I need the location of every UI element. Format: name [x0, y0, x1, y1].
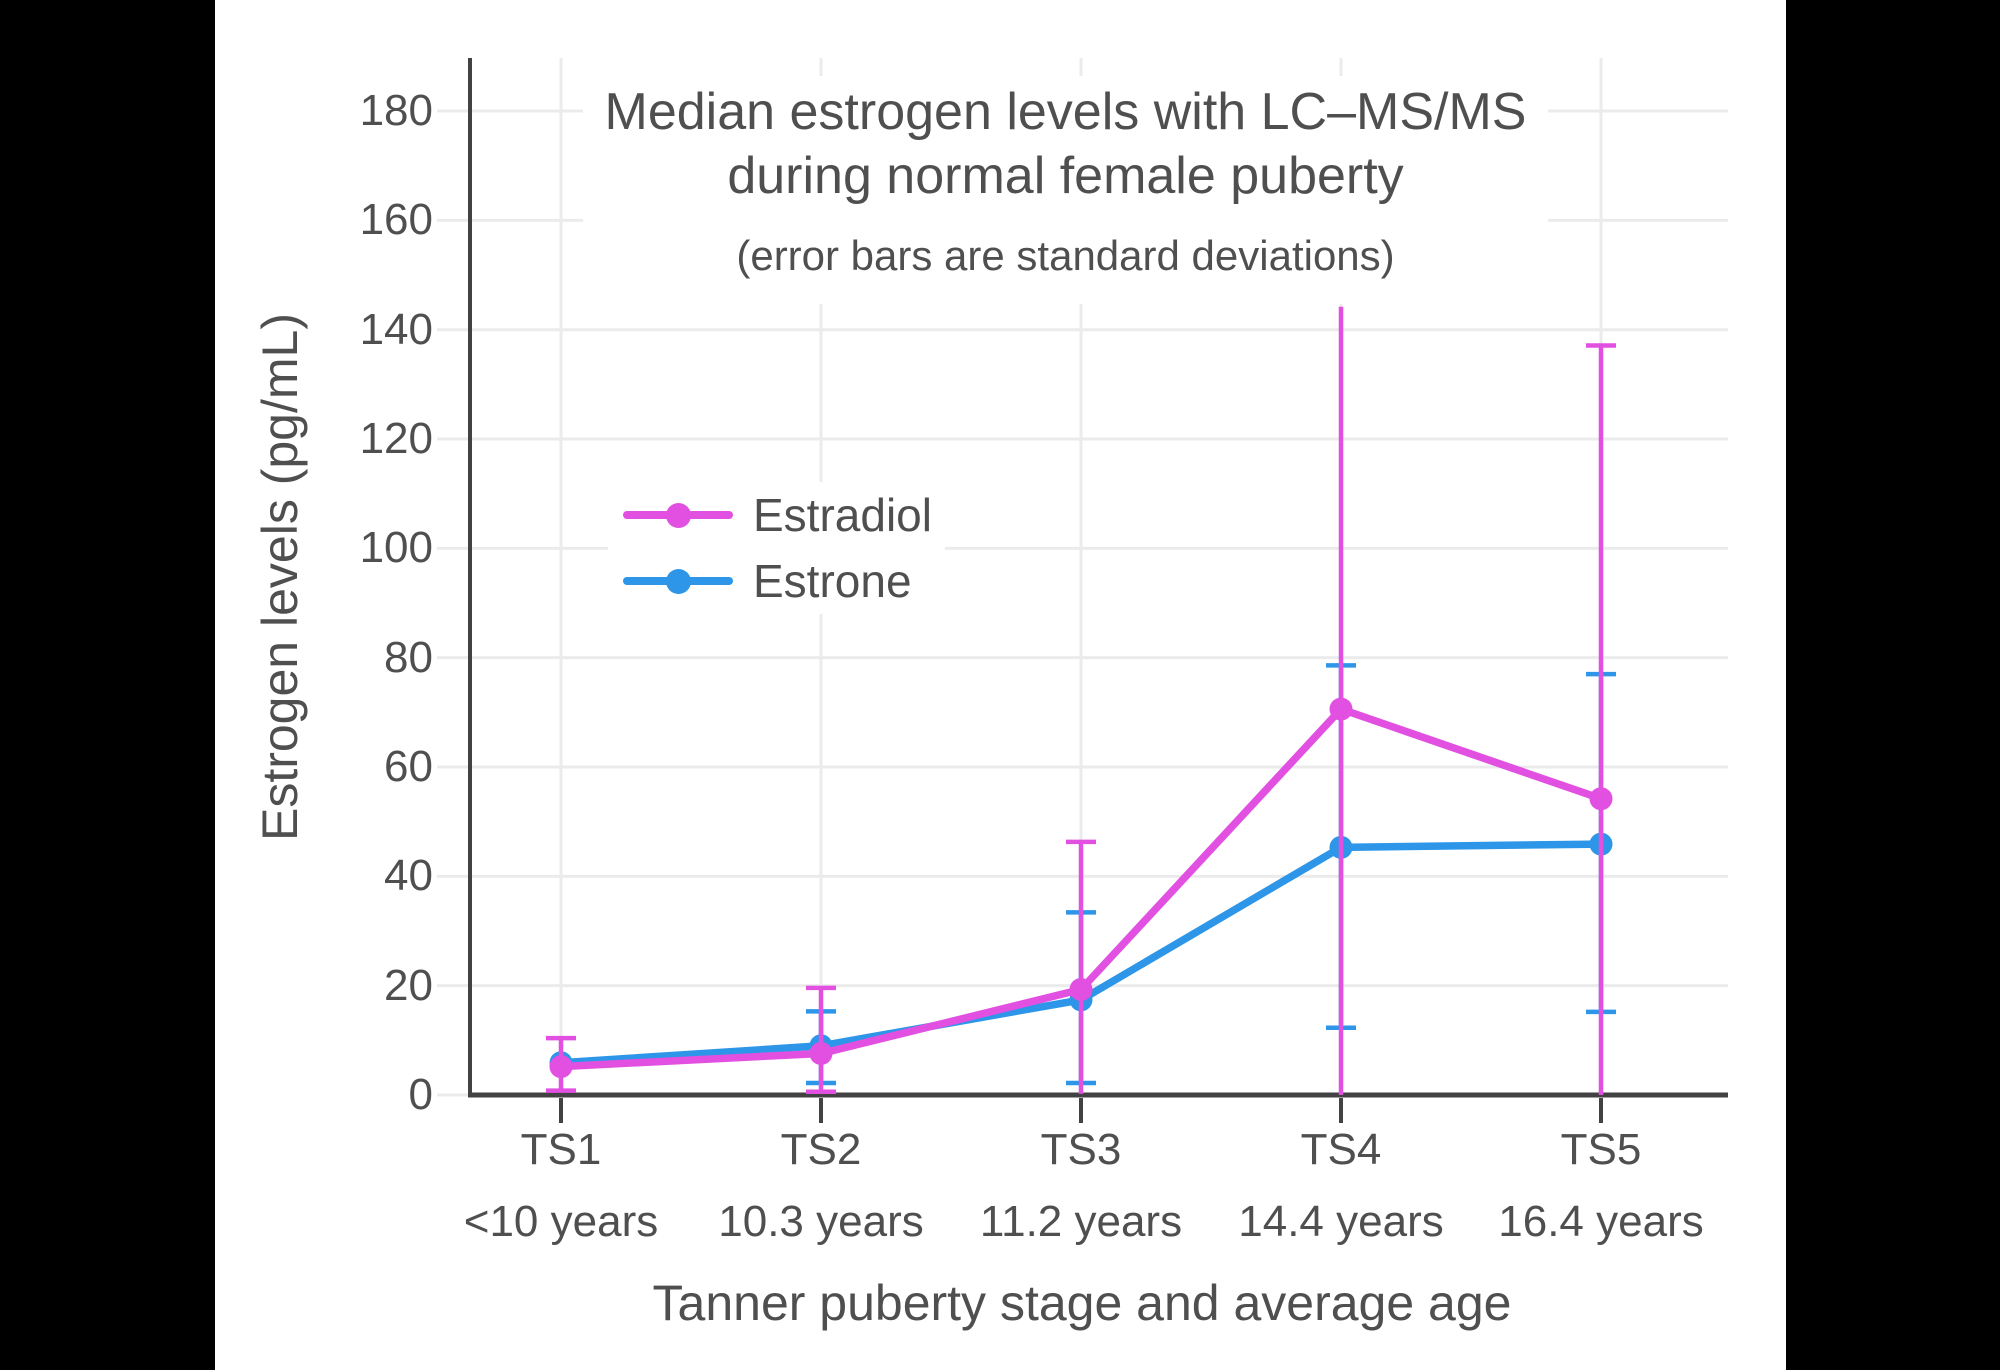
data-point-Estradiol-TS3[interactable] — [1069, 977, 1093, 1001]
chart-title-block: Median estrogen levels with LC–MS/MS dur… — [583, 76, 1548, 304]
y-tick-label-80: 80 — [384, 632, 433, 682]
legend-dot-icon — [665, 502, 691, 528]
data-point-Estradiol-TS2[interactable] — [809, 1041, 833, 1065]
x-tick-label-age-TS1: <10 years — [463, 1197, 659, 1246]
chart-title-line2: during normal female puberty — [727, 147, 1404, 205]
left-letterbox — [0, 0, 215, 1370]
y-tick-label-140: 140 — [359, 304, 433, 354]
y-tick-label-40: 40 — [384, 851, 433, 901]
x-tick-label-stage-TS4: TS4 — [1300, 1125, 1382, 1174]
legend-dot-icon — [665, 568, 691, 594]
legend-marker-estrone — [623, 566, 733, 596]
data-point-Estradiol-TS5[interactable] — [1589, 787, 1613, 811]
legend-label: Estrone — [753, 555, 912, 607]
y-axis-title: Estrogen levels (pg/mL) — [252, 313, 308, 842]
right-letterbox — [1786, 0, 2000, 1370]
chart-title: Median estrogen levels with LC–MS/MS — [604, 83, 1527, 141]
x-tick-label-stage-TS1: TS1 — [520, 1125, 602, 1174]
y-tick-label-0: 0 — [408, 1070, 433, 1119]
y-tick-label-20: 20 — [384, 960, 433, 1010]
legend-marker-estradiol — [623, 500, 733, 530]
legend-item-estradiol[interactable]: Estradiol — [608, 485, 945, 545]
legend-label: Estradiol — [753, 489, 932, 541]
x-tick-label-age-TS3: 11.2 years — [979, 1197, 1183, 1246]
y-tick-label-60: 60 — [384, 742, 433, 791]
x-tick-label-age-TS5: 16.4 years — [1498, 1197, 1704, 1246]
x-tick-label-age-TS2: 10.3 years — [718, 1197, 924, 1246]
x-tick-label-stage-TS5: TS5 — [1560, 1125, 1642, 1174]
x-tick-label-stage-TS2: TS2 — [780, 1125, 862, 1174]
data-point-Estradiol-TS4[interactable] — [1329, 697, 1353, 721]
legend: Estradiol Estrone — [608, 482, 945, 614]
y-tick-label-120: 120 — [359, 414, 433, 464]
x-tick-label-age-TS4: 14.4 years — [1238, 1197, 1444, 1246]
legend-item-estrone[interactable]: Estrone — [608, 551, 945, 611]
chart-subtitle: (error bars are standard deviations) — [736, 232, 1395, 279]
y-tick-label-100: 100 — [359, 523, 433, 573]
x-axis-title: Tanner puberty stage and average age — [652, 1275, 1512, 1331]
data-point-Estradiol-TS1[interactable] — [549, 1055, 573, 1079]
x-tick-label-stage-TS3: TS3 — [1040, 1125, 1122, 1174]
y-tick-label-160: 160 — [359, 195, 433, 245]
y-tick-label-180: 180 — [359, 86, 433, 136]
